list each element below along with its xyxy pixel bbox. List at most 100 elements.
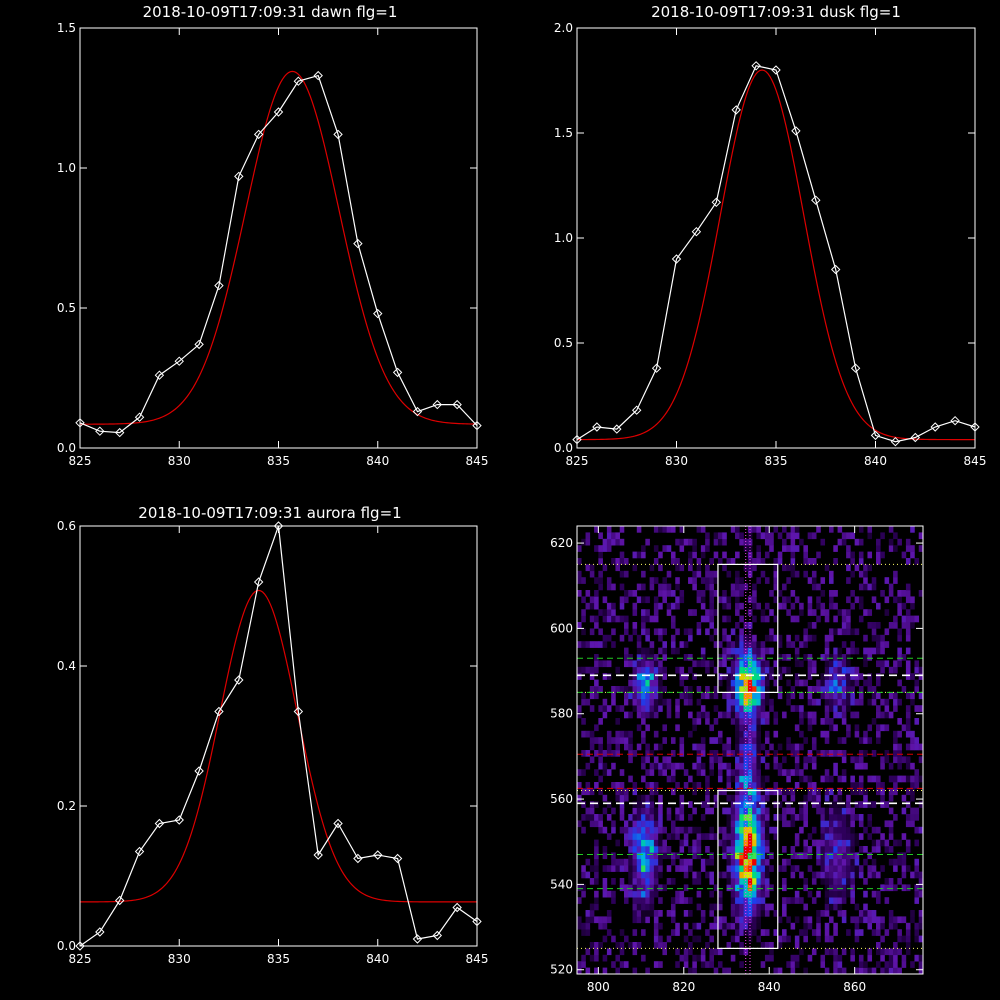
heatmap-cell	[803, 794, 808, 802]
heatmap-cell	[756, 884, 761, 892]
data-point	[890, 436, 901, 447]
heatmap-cell	[841, 628, 847, 636]
heatmap-cell	[577, 641, 582, 648]
heatmap-cell	[628, 871, 633, 879]
heatmap-cell	[606, 545, 612, 552]
heatmap-cell	[623, 820, 629, 828]
heatmap-cell	[807, 750, 813, 757]
heatmap-cell	[888, 948, 894, 956]
heatmap-cell	[636, 916, 642, 924]
data-point	[910, 432, 921, 443]
heatmap-cell	[910, 961, 915, 968]
heatmap-cell	[760, 961, 766, 968]
heatmap-cell	[730, 858, 736, 866]
heatmap-cell	[876, 890, 881, 898]
heatmap-cell	[901, 871, 907, 879]
heatmap-cell	[653, 673, 659, 680]
heatmap-cell	[606, 814, 612, 821]
heatmap-cell	[803, 878, 808, 885]
x-tick-label: 845	[466, 454, 489, 468]
heatmap-cell	[794, 890, 800, 898]
heatmap-cell	[641, 570, 646, 578]
heatmap-cell	[739, 814, 744, 821]
heatmap-cell	[705, 718, 710, 725]
heatmap-cell	[709, 692, 714, 700]
heatmap-cell	[816, 794, 821, 802]
heatmap-cell	[594, 686, 599, 693]
heatmap-cell	[790, 564, 796, 572]
heatmap-cell	[636, 641, 642, 648]
heatmap-cell	[735, 839, 740, 847]
heatmap-cell	[709, 602, 714, 610]
heatmap-cell	[670, 833, 676, 840]
heatmap-cell	[628, 730, 633, 738]
heatmap-cell	[594, 878, 599, 885]
heatmap-cell	[760, 718, 766, 725]
heatmap-cell	[846, 858, 851, 866]
heatmap-cell	[777, 590, 783, 597]
heatmap-cell	[863, 878, 868, 885]
heatmap-cell	[833, 647, 838, 655]
heatmap-cell	[833, 814, 838, 821]
heatmap-cell	[880, 865, 885, 872]
heatmap-cell	[918, 705, 924, 712]
heatmap-cell	[786, 634, 791, 642]
heatmap-cell	[722, 660, 727, 668]
heatmap-cell	[794, 673, 800, 680]
heatmap-cell	[666, 910, 672, 917]
heatmap-cell	[858, 916, 864, 924]
heatmap-cell	[594, 782, 599, 789]
heatmap-cell	[743, 884, 749, 892]
heatmap-cell	[730, 583, 736, 591]
heatmap-cell	[876, 602, 881, 610]
heatmap-cell	[893, 750, 898, 757]
heatmap-cell	[628, 820, 633, 828]
heatmap-cell	[675, 596, 680, 604]
heatmap-cell	[717, 916, 723, 924]
heatmap-cell	[675, 698, 680, 706]
heatmap-cell	[846, 724, 851, 732]
heatmap-cell	[777, 762, 783, 770]
heatmap-cell	[675, 628, 680, 636]
heatmap-cell	[760, 532, 766, 540]
heatmap-cell	[833, 628, 838, 636]
heatmap-cell	[794, 769, 800, 776]
heatmap-cell	[747, 922, 753, 930]
heatmap-cell	[760, 788, 766, 796]
heatmap-cell	[645, 890, 650, 898]
heatmap-cell	[769, 705, 774, 712]
heatmap-cell	[747, 705, 753, 712]
data-point	[154, 818, 165, 829]
heatmap-cell	[760, 871, 766, 879]
heatmap-cell	[833, 820, 838, 828]
heatmap-cell	[867, 910, 873, 917]
heatmap-cell	[598, 718, 603, 725]
heatmap-cell	[803, 922, 808, 930]
heatmap-cell	[888, 833, 894, 840]
heatmap-cell	[709, 769, 714, 776]
data-line	[79, 74, 478, 434]
heatmap-cell	[692, 961, 697, 968]
heatmap-cell	[854, 724, 860, 732]
heatmap-cell	[739, 647, 744, 655]
heatmap-cell	[846, 871, 851, 879]
heatmap-cell	[730, 826, 736, 834]
heatmap-cell	[722, 590, 727, 597]
heatmap-cell	[833, 679, 838, 687]
heatmap-cell	[807, 922, 813, 930]
heatmap-cell	[700, 705, 706, 712]
heatmap-cell	[589, 564, 595, 572]
data-line	[576, 65, 976, 443]
heatmap-cell	[730, 916, 736, 924]
heatmap-cell	[589, 666, 595, 674]
heatmap-cell	[747, 538, 753, 546]
heatmap-cell	[658, 705, 663, 712]
data-point	[691, 226, 702, 237]
heatmap-cell	[743, 878, 749, 885]
heatmap-cell	[841, 833, 847, 840]
heatmap-cell	[773, 788, 779, 796]
heatmap-cell	[833, 807, 838, 815]
x-tick-label: 840	[366, 952, 389, 966]
heatmap-cell	[581, 615, 586, 623]
heatmap-cell	[619, 801, 625, 808]
